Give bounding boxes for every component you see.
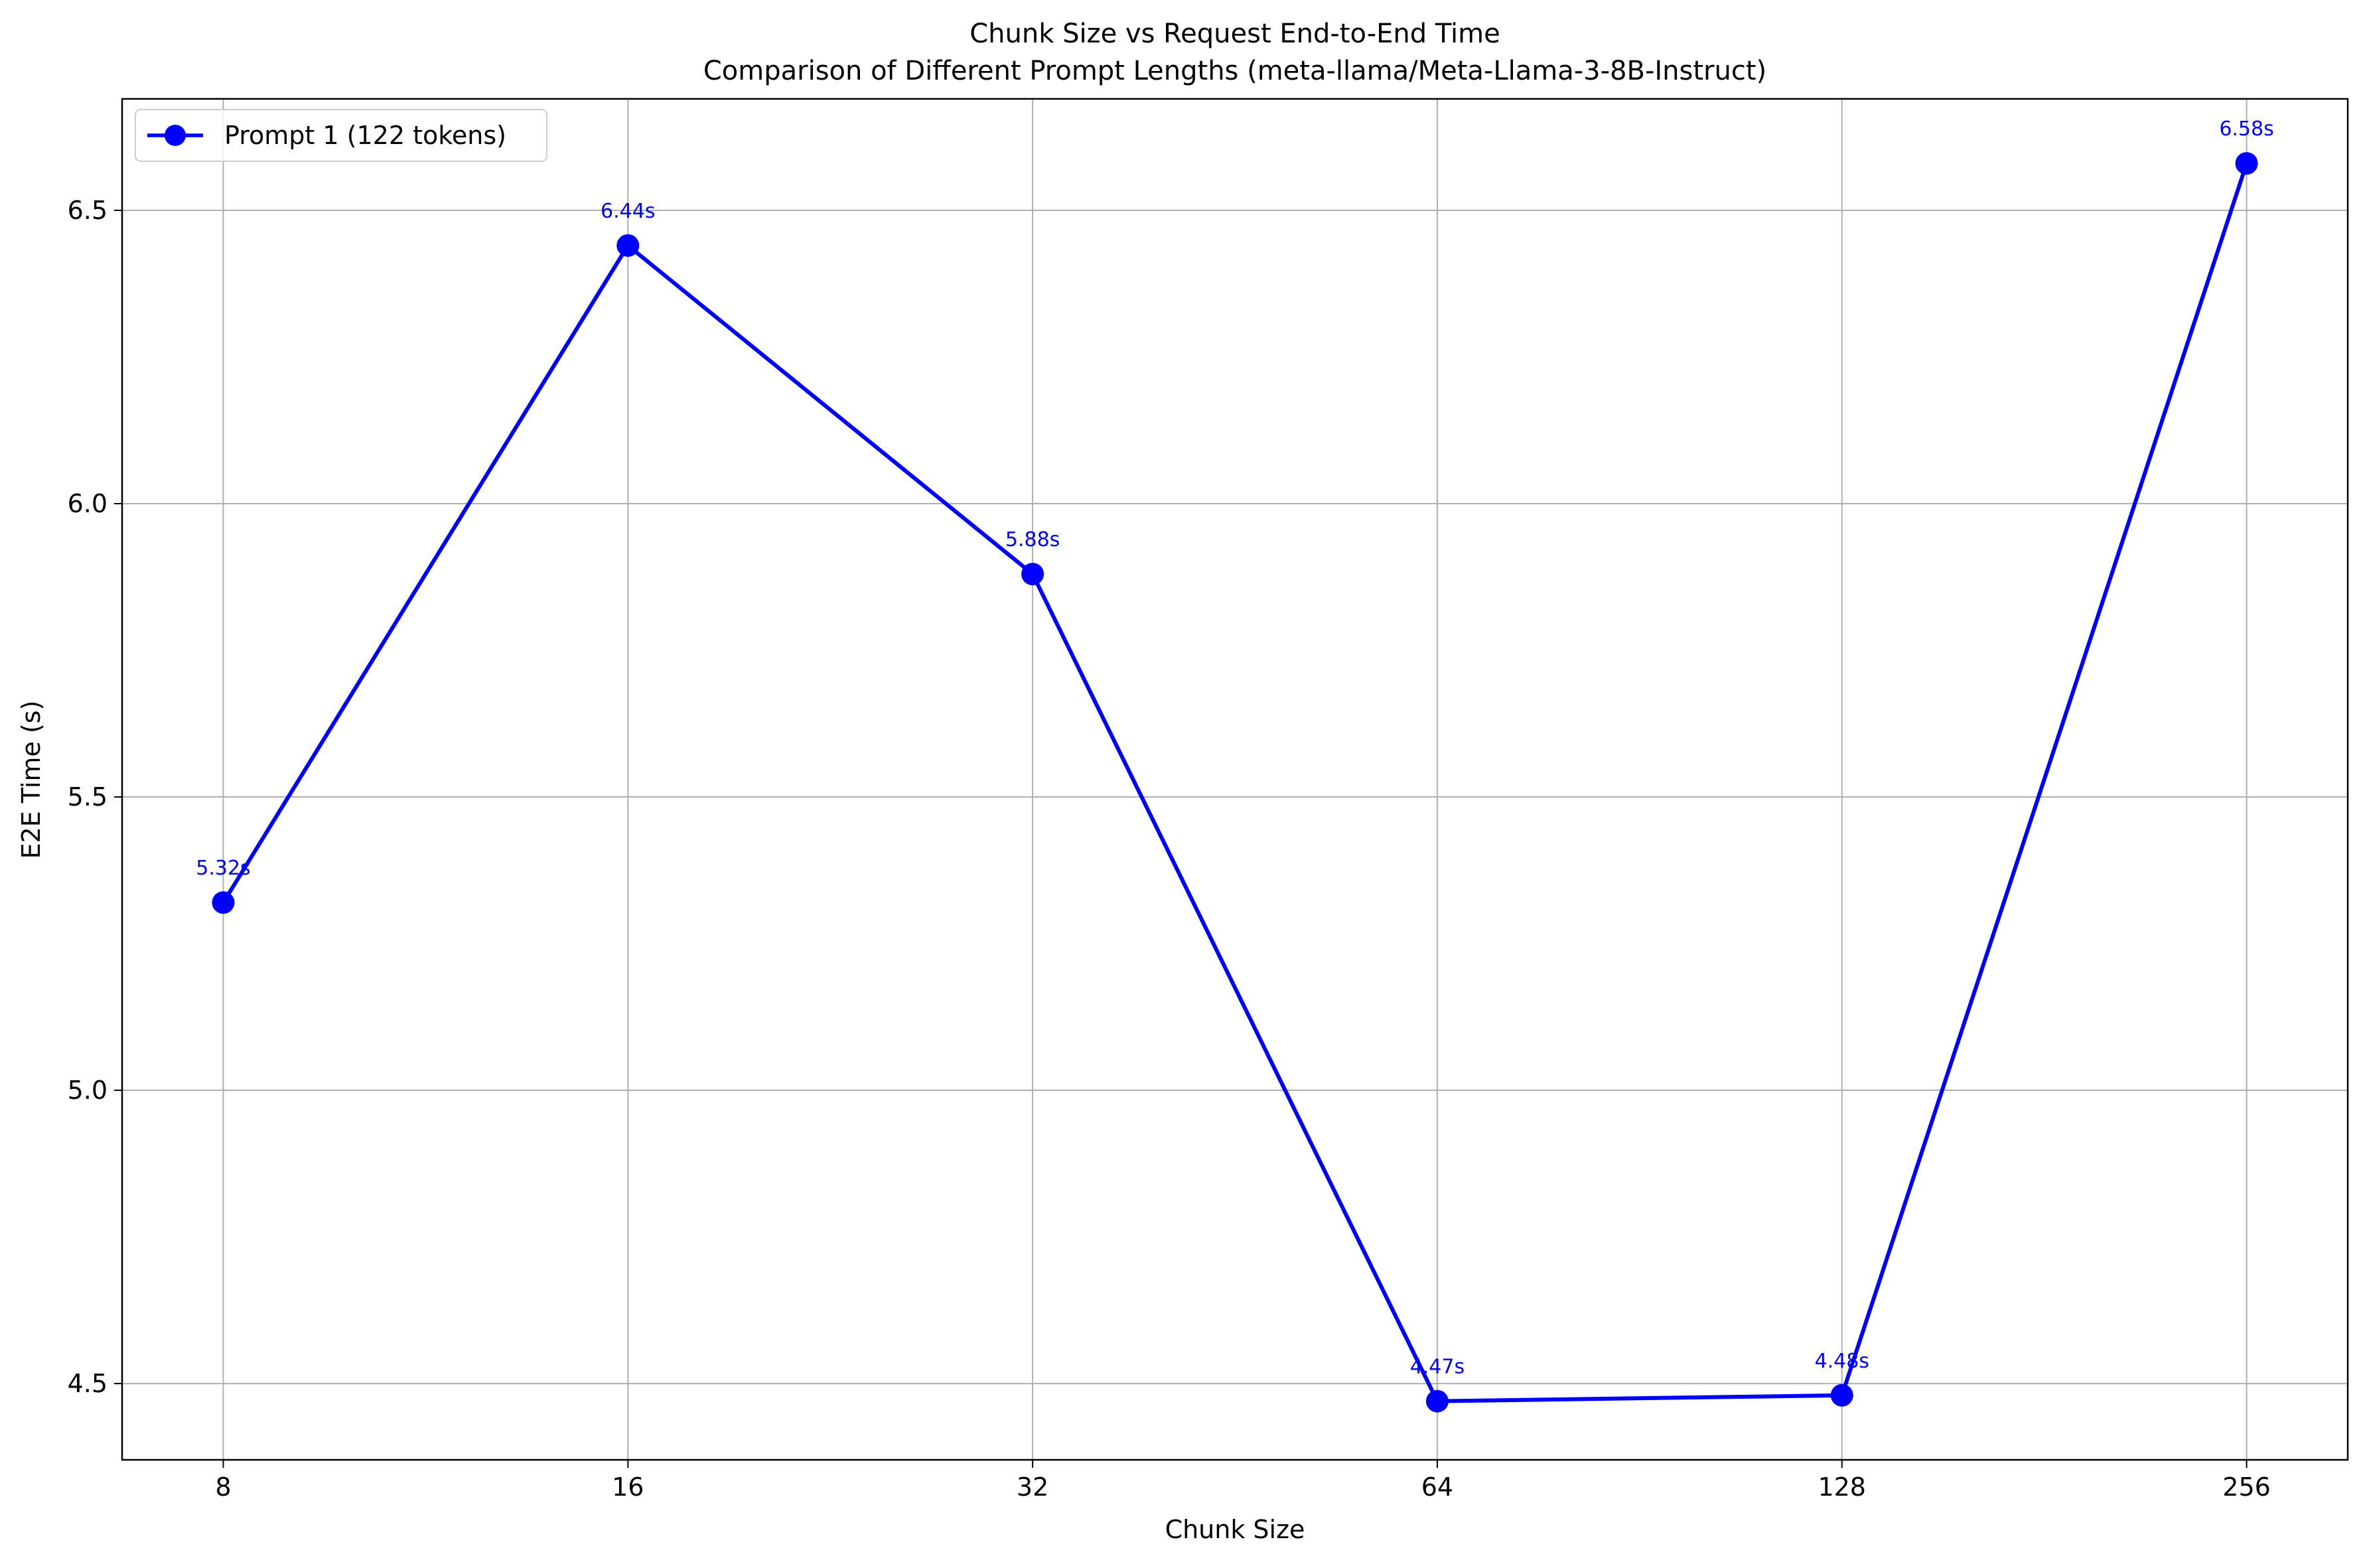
data-labels: 5.32s 6.44s 5.88s 4.47s 4.48s 6.58s <box>196 117 2274 1378</box>
data-point <box>616 234 640 257</box>
x-axis: 8 16 32 64 128 256 <box>215 1460 2271 1502</box>
legend-box <box>135 109 547 162</box>
data-point <box>1021 563 1044 586</box>
legend: Prompt 1 (122 tokens) <box>135 109 547 162</box>
data-point <box>1830 1384 1853 1407</box>
x-tick-label: 256 <box>2222 1472 2271 1502</box>
chart-title: Chunk Size vs Request End-to-End Time <box>969 19 1500 49</box>
x-tick-label: 16 <box>612 1472 644 1502</box>
x-axis-title: Chunk Size <box>1165 1515 1305 1544</box>
series-layer <box>212 152 2258 1413</box>
chart-subtitle: Comparison of Different Prompt Lengths (… <box>703 56 1766 86</box>
legend-entry-label: Prompt 1 (122 tokens) <box>224 121 506 150</box>
x-tick-label: 64 <box>1421 1472 1453 1502</box>
y-axis: 4.5 5.0 5.5 6.0 6.5 <box>68 196 122 1398</box>
data-point <box>212 891 235 914</box>
x-tick-label: 8 <box>215 1472 231 1502</box>
data-label: 6.58s <box>2219 117 2273 141</box>
data-label: 4.48s <box>1815 1350 1869 1373</box>
y-tick-label: 5.5 <box>68 782 108 812</box>
data-label: 6.44s <box>601 200 655 223</box>
data-label: 5.88s <box>1005 528 1060 551</box>
data-label: 5.32s <box>196 857 250 880</box>
y-tick-label: 5.0 <box>68 1076 108 1105</box>
data-point <box>1425 1390 1449 1413</box>
legend-marker-swatch <box>165 125 186 146</box>
y-tick-label: 6.5 <box>68 196 108 225</box>
y-tick-label: 4.5 <box>68 1369 108 1398</box>
data-label: 4.47s <box>1410 1356 1465 1379</box>
x-tick-label: 128 <box>1818 1472 1866 1502</box>
grid <box>122 99 2348 1460</box>
y-axis-title: E2E Time (s) <box>17 701 46 859</box>
y-tick-label: 6.0 <box>68 489 108 518</box>
plot-area-frame <box>121 98 2349 1461</box>
data-point <box>2235 152 2258 175</box>
x-tick-label: 32 <box>1017 1472 1048 1502</box>
series-line <box>221 163 2249 1403</box>
